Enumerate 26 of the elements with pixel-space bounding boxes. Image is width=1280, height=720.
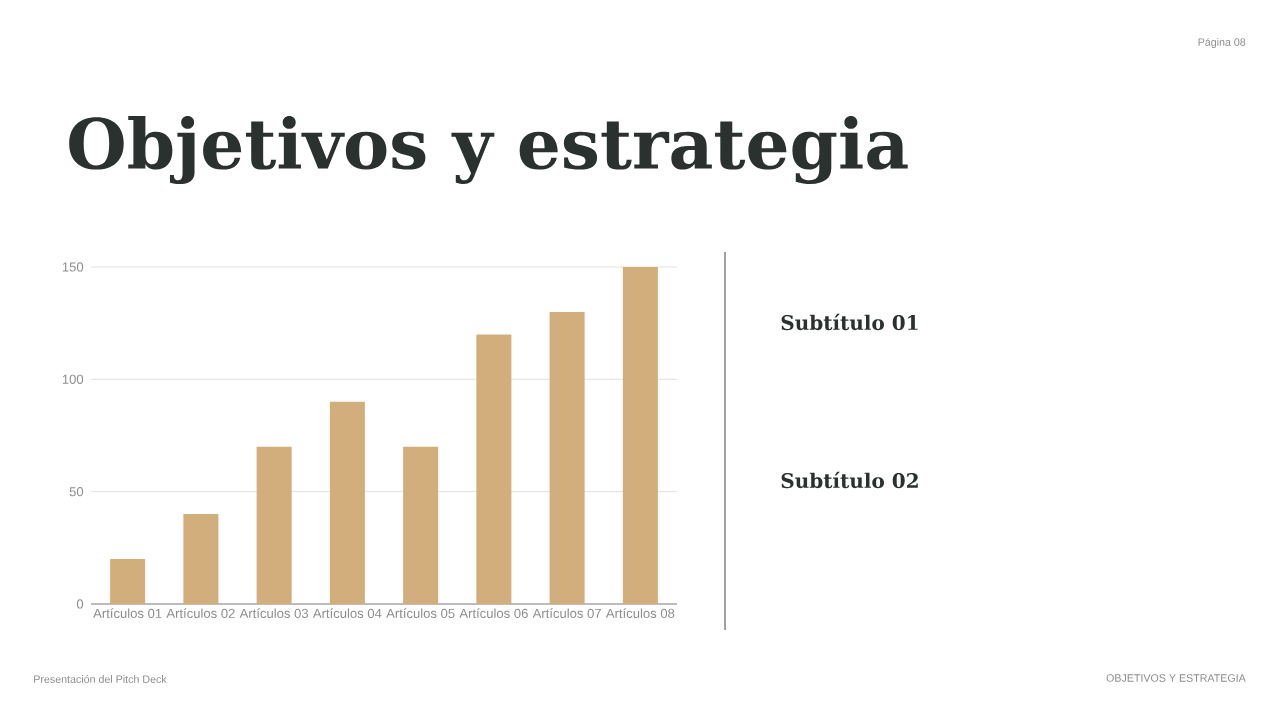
text: Subtítulo 02 xyxy=(781,471,918,489)
text: OBJETIVOS Y ESTRATEGIA xyxy=(1106,674,1246,682)
bar xyxy=(549,311,585,604)
y-tick-label: 0 xyxy=(76,599,84,609)
y-tick-label: 100 xyxy=(62,374,84,384)
x-tick-label: Artículos 04 xyxy=(312,608,382,618)
text: Página 08 xyxy=(1198,37,1246,49)
text: Presentación del Pitch Deck xyxy=(34,675,167,683)
x-tick-label: Artículos 07 xyxy=(532,608,601,618)
bar xyxy=(476,334,512,604)
bar xyxy=(622,266,658,604)
x-tick-label: Artículos 08 xyxy=(605,608,675,618)
x-tick-label: Artículos 05 xyxy=(386,608,455,618)
bar xyxy=(403,446,439,604)
y-tick-label: 150 xyxy=(62,262,84,272)
chart-title: Objetivos y estrategia xyxy=(69,115,908,185)
bar xyxy=(256,446,292,604)
x-tick-label: Artículos 02 xyxy=(166,608,235,618)
x-tick-label: Artículos 06 xyxy=(459,608,528,618)
y-tick-label: 50 xyxy=(69,487,84,497)
text: Subtítulo 01 xyxy=(781,313,918,331)
bar xyxy=(110,559,146,604)
bar xyxy=(329,401,365,604)
x-tick-label: Artículos 03 xyxy=(239,608,309,618)
x-tick-label: Artículos 01 xyxy=(93,608,162,618)
bar xyxy=(183,514,219,604)
